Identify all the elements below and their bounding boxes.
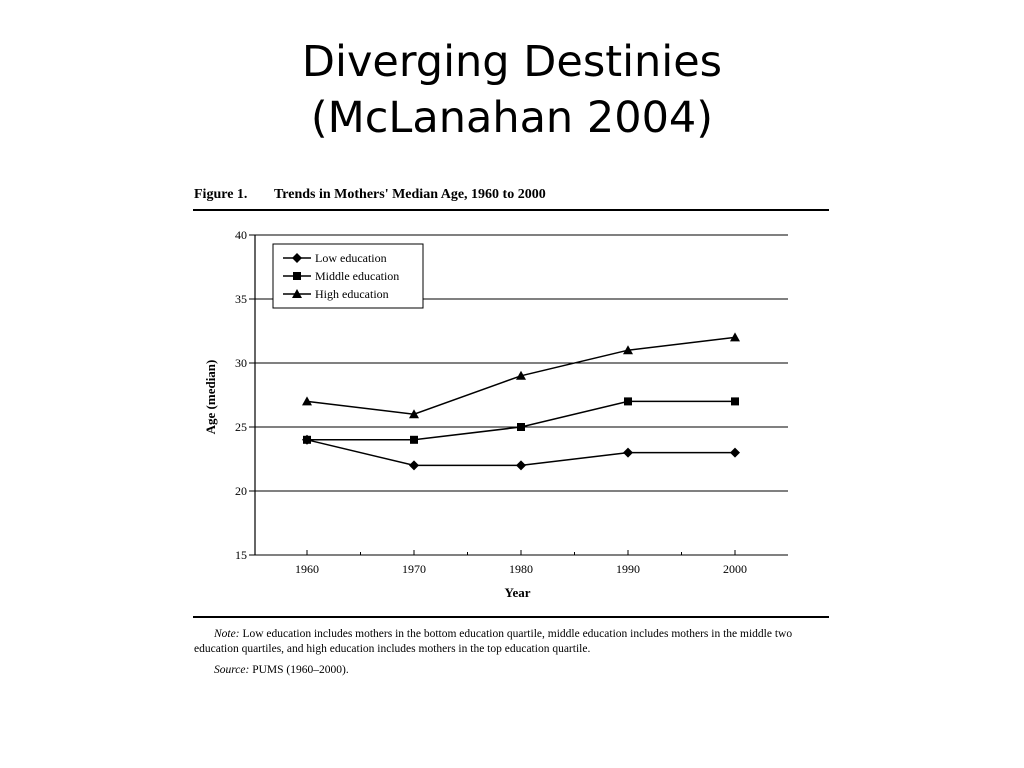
figure-caption-text: Trends in Mothers' Median Age, 1960 to 2…	[274, 187, 546, 202]
series-line	[307, 400, 735, 441]
legend-marker	[292, 253, 302, 263]
data-point-marker	[303, 435, 311, 444]
y-tick-label: 25	[235, 420, 247, 434]
y-tick-label: 40	[235, 228, 247, 242]
data-point-marker	[302, 396, 312, 406]
y-tick-label: 30	[235, 356, 247, 370]
x-tick-label: 1970	[402, 562, 426, 576]
slide-title-line-2: (McLanahan 2004)	[310, 93, 714, 143]
slide-title: Diverging Destinies (McLanahan 2004)	[0, 34, 1024, 146]
note-label: Note:	[214, 628, 240, 640]
x-tick-label: 1990	[616, 562, 640, 576]
data-point-marker	[410, 435, 418, 444]
data-point-marker	[731, 397, 739, 406]
x-tick-label: 2000	[723, 562, 747, 576]
data-point-marker	[623, 345, 633, 355]
figure-top-rule	[193, 209, 829, 211]
data-point-marker	[516, 460, 526, 471]
y-tick-label: 20	[235, 484, 247, 498]
legend-marker	[292, 289, 302, 298]
source-text: PUMS (1960–2000).	[252, 664, 349, 676]
data-point-marker	[517, 423, 525, 431]
x-tick-label: 1960	[295, 562, 319, 576]
x-axis-label: Year	[505, 585, 531, 600]
data-point-marker	[730, 447, 740, 458]
data-point-marker	[730, 332, 740, 342]
data-point-marker	[409, 409, 419, 419]
legend-label: High education	[315, 287, 389, 301]
data-point-marker	[624, 397, 632, 406]
figure-caption: Figure 1. Trends in Mothers' Median Age, …	[194, 187, 546, 203]
data-point-marker	[516, 370, 526, 380]
data-point-marker	[623, 447, 633, 458]
legend-label: Low education	[315, 251, 387, 265]
data-point-marker	[409, 460, 419, 471]
x-tick-label: 1980	[509, 562, 533, 576]
y-axis-label: Age (median)	[203, 360, 218, 435]
slide-title-line-1: Diverging Destinies	[301, 37, 723, 87]
y-tick-label: 15	[235, 548, 247, 562]
figure-bottom-rule	[193, 616, 829, 618]
source-label: Source:	[214, 664, 250, 676]
figure-label: Figure 1.	[194, 187, 248, 202]
y-tick-label: 35	[235, 292, 247, 306]
note-text: Low education includes mothers in the bo…	[194, 628, 793, 655]
figure-note: Note: Low education includes mothers in …	[194, 627, 834, 657]
legend-marker	[293, 272, 301, 280]
legend-label: Middle education	[315, 269, 399, 283]
figure-source: Source: PUMS (1960–2000).	[214, 664, 349, 676]
